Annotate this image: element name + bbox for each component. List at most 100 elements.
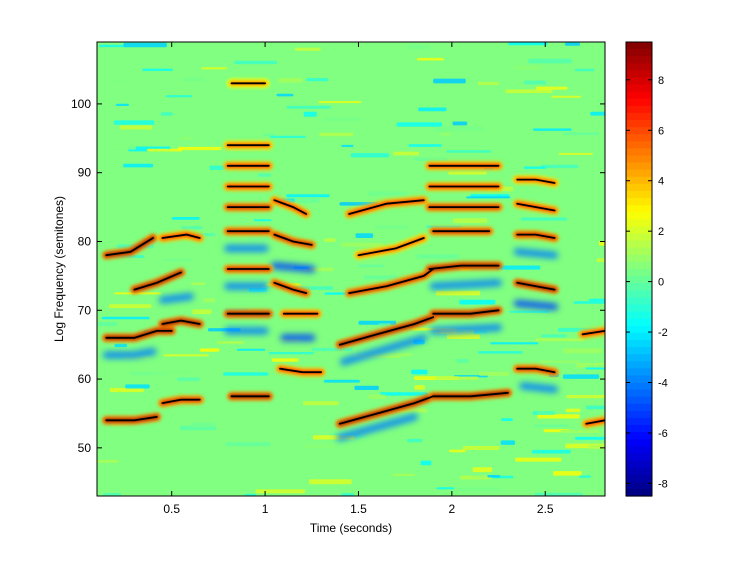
colorbar-cell: [626, 297, 652, 306]
texture-streak: [455, 487, 500, 492]
texture-streak: [452, 121, 468, 126]
colorbar-tick-label: -4: [658, 378, 668, 390]
texture-streak: [487, 475, 501, 478]
ridge-line: [348, 268, 435, 294]
texture-streak: [341, 493, 355, 496]
texture-streak: [119, 125, 153, 130]
texture-streak: [562, 374, 600, 379]
ridge-line: [516, 202, 556, 212]
texture-streak: [378, 323, 391, 327]
colorbar-cell: [626, 403, 652, 412]
texture-streak: [407, 438, 423, 443]
texture-streak: [160, 112, 173, 116]
colorbar-gradient: [626, 42, 652, 497]
ridge-line: [432, 309, 500, 315]
ridge-lines: [105, 82, 605, 425]
colorbar-cell: [626, 155, 652, 164]
colorbar-cell: [626, 389, 652, 398]
texture-streak: [203, 298, 216, 303]
texture-streak: [501, 418, 513, 421]
negative-band: [336, 413, 418, 441]
texture-streak: [192, 309, 212, 315]
texture-streak: [177, 377, 200, 382]
colorbar-cell: [626, 141, 652, 149]
y-tick-label: 100: [71, 97, 91, 111]
y-tick-label: 60: [78, 372, 92, 386]
texture-streak: [190, 422, 215, 428]
texture-streak: [303, 111, 317, 117]
texture-streak: [411, 369, 428, 375]
colorbar-cell: [626, 226, 652, 235]
ridge-line: [581, 330, 605, 336]
texture-streak: [276, 93, 294, 97]
texture-streak: [564, 42, 581, 46]
texture-streak: [306, 78, 329, 82]
texture-streak: [97, 460, 119, 463]
texture-streak: [523, 80, 547, 85]
texture-streak: [248, 236, 270, 242]
texture-streak: [446, 150, 492, 153]
texture-streak: [209, 165, 226, 170]
texture-streak: [540, 164, 579, 169]
texture-streak: [115, 103, 129, 106]
colorbar-ticks: -8 -6 -4 -2 0 2 4 6 8: [626, 75, 668, 490]
texture-streak: [449, 449, 466, 453]
texture-streak: [354, 385, 379, 390]
ridge-line: [273, 233, 313, 246]
colorbar-cell: [626, 460, 652, 469]
texture-streak: [258, 173, 272, 177]
texture-streak: [573, 301, 605, 304]
texture-streak: [566, 395, 605, 399]
x-tick-label: 2: [449, 502, 456, 516]
texture-streak: [181, 226, 203, 230]
negative-band: [270, 262, 316, 273]
colorbar-cell: [626, 70, 652, 79]
texture-streak: [271, 358, 299, 362]
texture-streak: [551, 95, 581, 98]
colorbar-cell: [626, 368, 652, 376]
texture-streak: [466, 196, 511, 199]
colorbar-cell: [626, 254, 652, 263]
colorbar-cell: [626, 375, 652, 384]
texture-streak: [417, 57, 444, 61]
colorbar-cell: [626, 176, 652, 185]
colorbar-cell: [626, 247, 652, 256]
colorbar-cell: [626, 169, 652, 178]
texture-streak: [536, 411, 555, 415]
texture-streak: [199, 348, 220, 352]
y-axis-label: Log Frequency (semitones): [52, 196, 66, 342]
texture-streak: [234, 60, 277, 65]
texture-streak: [515, 457, 562, 462]
colorbar-cell: [626, 396, 652, 405]
negative-band: [429, 279, 502, 290]
texture-streak: [531, 449, 571, 454]
texture-streak: [452, 218, 488, 224]
texture-streak: [563, 132, 600, 135]
texture-streak: [225, 442, 271, 447]
texture-streak: [478, 371, 510, 376]
negative-band: [102, 348, 157, 359]
texture-streak: [318, 101, 362, 104]
texture-streak: [201, 67, 228, 70]
colorbar-cell: [626, 332, 652, 341]
texture-streak: [560, 430, 600, 433]
colorbar-cell: [626, 488, 652, 497]
texture-streak: [108, 304, 152, 309]
texture-streak: [191, 282, 206, 285]
texture-streak: [341, 242, 383, 247]
texture-streak: [436, 487, 455, 490]
texture-streak: [380, 392, 428, 396]
colorbar-cell: [626, 446, 652, 455]
texture-streak: [165, 95, 192, 98]
texture-streak: [509, 310, 550, 313]
ridge-line: [338, 316, 435, 346]
texture-streak: [112, 79, 127, 82]
ridge-line: [161, 233, 201, 239]
x-tick-label: 1.5: [350, 502, 367, 516]
texture-streak: [123, 42, 167, 48]
texture-streak: [448, 171, 487, 175]
texture-streak: [268, 352, 314, 355]
colorbar-frame: [625, 41, 653, 497]
texture-streak: [263, 133, 275, 137]
texture-streak: [302, 401, 339, 406]
